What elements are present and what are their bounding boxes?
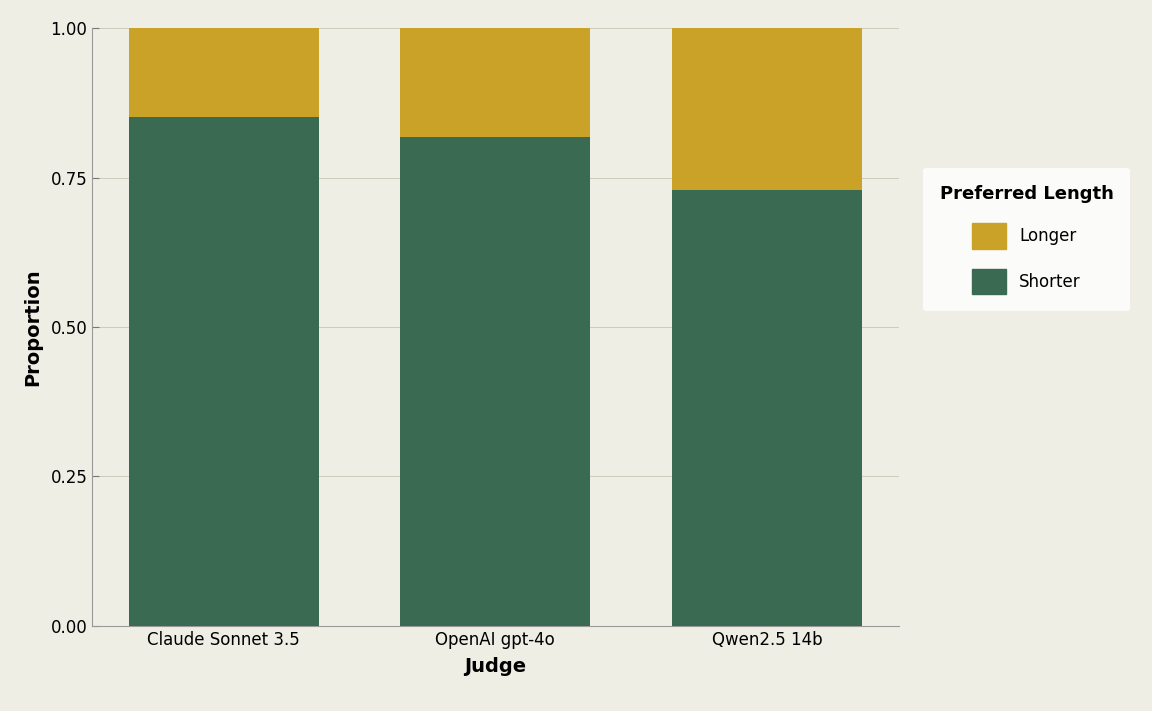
Bar — [401, 28, 590, 137]
Legend: Longer, Shorter: Longer, Shorter — [923, 169, 1130, 311]
Bar — [129, 28, 319, 117]
Bar — [129, 117, 319, 626]
Y-axis label: Proportion: Proportion — [23, 268, 43, 386]
Bar — [672, 190, 862, 626]
X-axis label: Judge: Judge — [464, 657, 526, 676]
Bar — [401, 137, 590, 626]
Bar — [672, 28, 862, 190]
